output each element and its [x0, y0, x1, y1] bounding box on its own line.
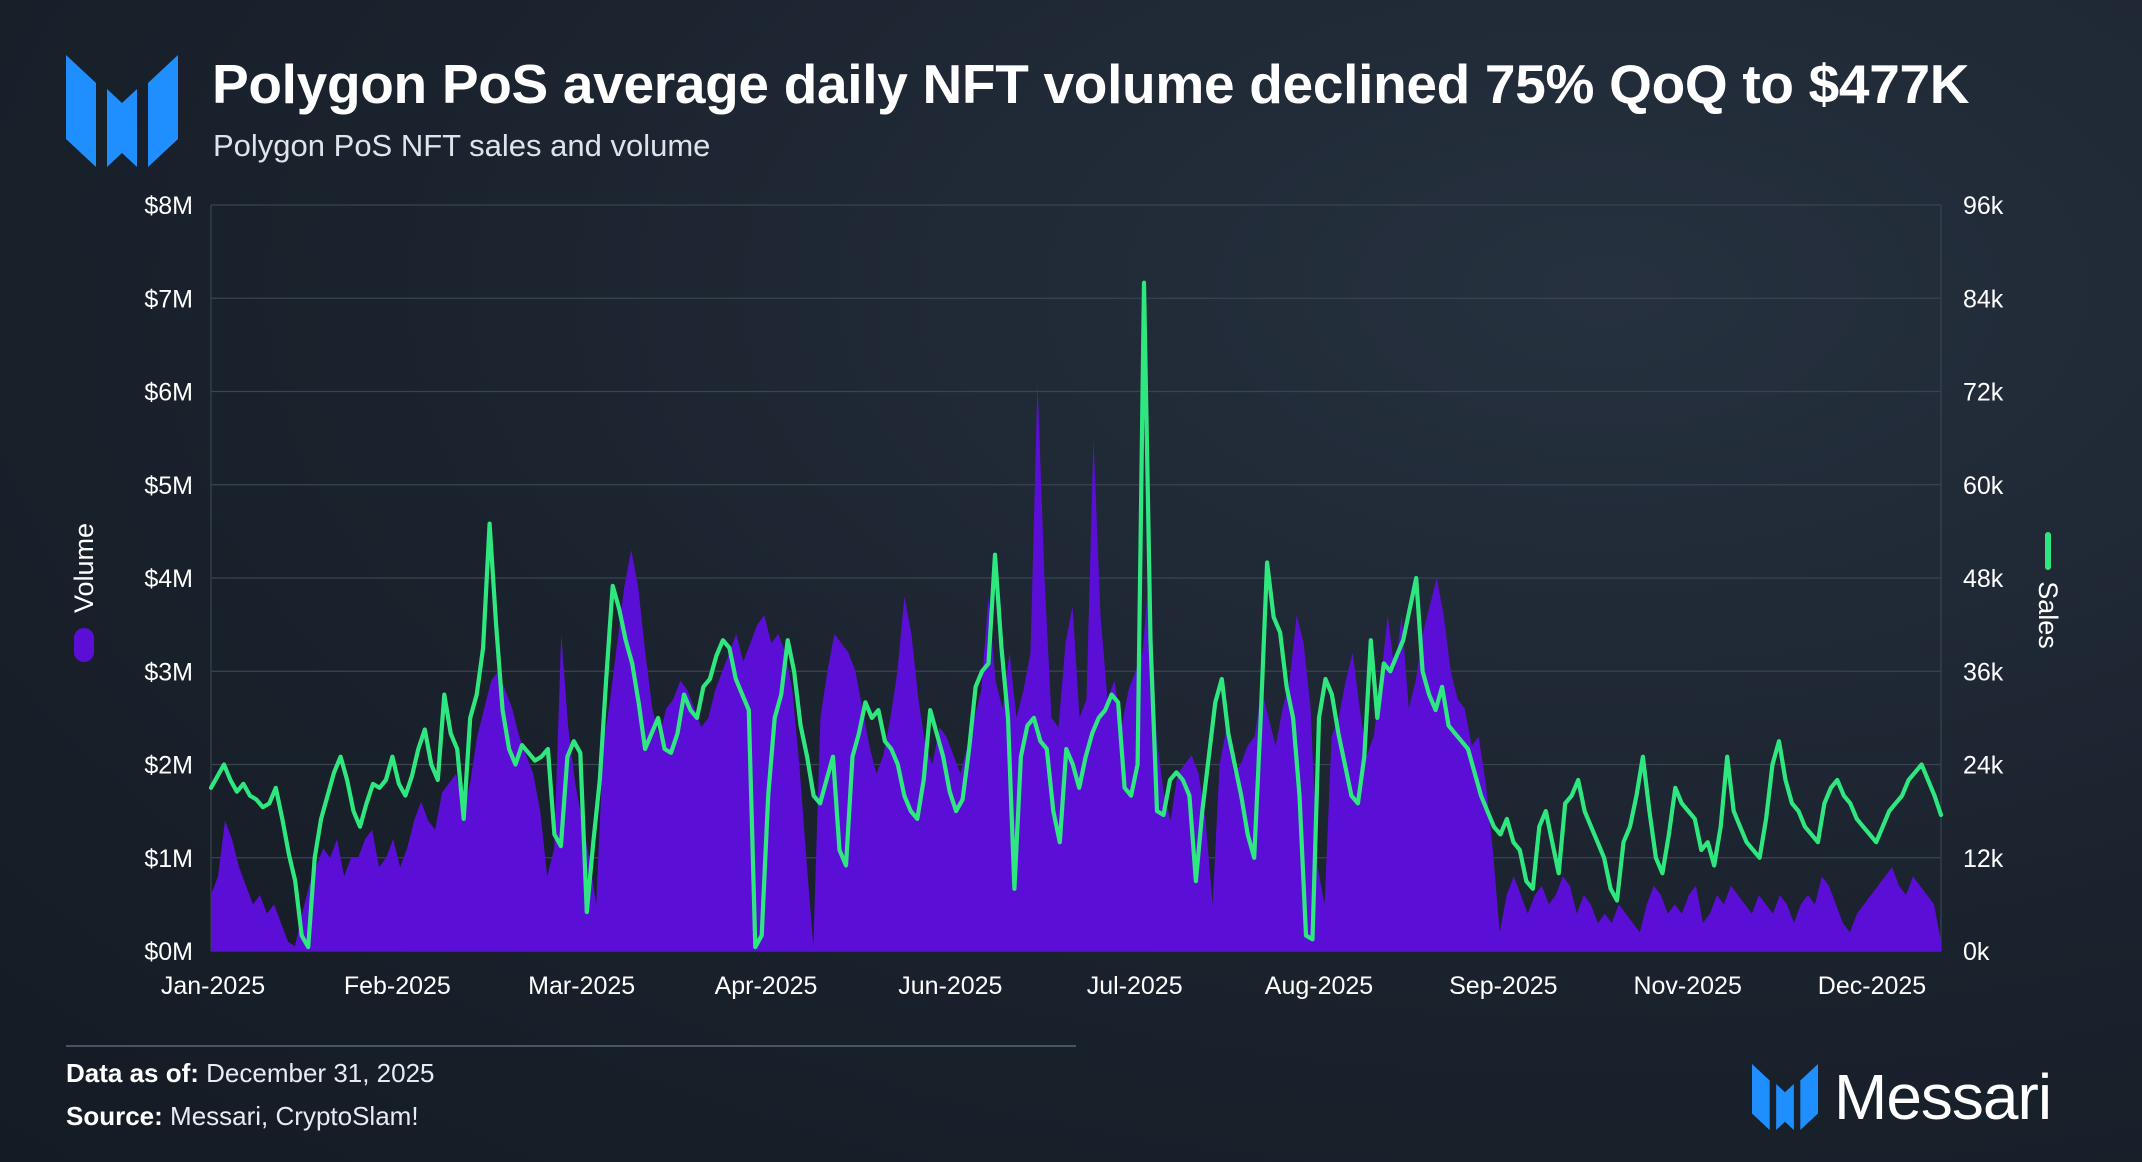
x-axis-tick-label: Jan-2025 — [161, 972, 265, 1000]
right-axis-tick-label: 48k — [1963, 565, 2004, 593]
left-axis-tick-label: $5M — [144, 472, 193, 500]
x-axis-tick-label: Feb-2025 — [344, 972, 451, 1000]
left-axis-tick-label: $3M — [144, 658, 193, 686]
sales-legend-swatch — [2045, 532, 2051, 570]
right-axis-tick-label: 96k — [1963, 192, 2004, 220]
right-axis-tick-label: 72k — [1963, 379, 2004, 407]
footer-divider — [66, 1045, 1076, 1047]
volume-area-series — [211, 382, 1941, 951]
x-axis-tick-label: Jul-2025 — [1087, 972, 1183, 1000]
left-axis-tick-label: $7M — [144, 285, 193, 313]
left-axis-tick-label: $8M — [144, 192, 193, 220]
x-axis-tick-label: Aug-2025 — [1265, 972, 1373, 1000]
x-axis-tick-label: Dec-2025 — [1818, 972, 1926, 1000]
source-label: Source: — [66, 1101, 163, 1131]
x-axis-tick-label: Sep-2025 — [1449, 972, 1557, 1000]
data-as-of-label: Data as of: — [66, 1058, 199, 1088]
data-as-of: Data as of: December 31, 2025 — [66, 1058, 435, 1089]
right-axis-tick-label: 36k — [1963, 658, 2004, 686]
messari-logo-icon — [66, 55, 178, 167]
data-as-of-value: December 31, 2025 — [206, 1058, 435, 1088]
right-axis-tick-label: 60k — [1963, 472, 2004, 500]
volume-legend-swatch — [74, 628, 94, 662]
left-axis-tick-label: $1M — [144, 845, 193, 873]
right-axis-tick-label: 84k — [1963, 285, 2004, 313]
right-axis-tick-label: 24k — [1963, 752, 2004, 780]
x-axis-tick-label: Apr-2025 — [715, 972, 818, 1000]
right-axis-tick-label: 0k — [1963, 938, 1990, 966]
sales-line-series — [208, 280, 1944, 950]
chart-subtitle: Polygon PoS NFT sales and volume — [213, 128, 711, 163]
left-axis-tick-label: $2M — [144, 752, 193, 780]
chart-title: Polygon PoS average daily NFT volume dec… — [212, 53, 1970, 115]
left-axis-tick-label: $4M — [144, 565, 193, 593]
x-axis-tick-label: Nov-2025 — [1633, 972, 1741, 1000]
left-axis-title: Volume — [69, 523, 99, 613]
x-axis-tick-label: Mar-2025 — [528, 972, 635, 1000]
source-line: Source: Messari, CryptoSlam! — [66, 1101, 419, 1132]
messari-brand: Messari — [1752, 1061, 2052, 1133]
messari-brand-icon — [1752, 1064, 1818, 1130]
left-axis-tick-label: $0M — [144, 938, 193, 966]
right-axis-tick-label: 12k — [1963, 845, 2004, 873]
left-axis-tick-label: $6M — [144, 379, 193, 407]
right-axis-title: Sales — [2033, 581, 2063, 649]
source-value: Messari, CryptoSlam! — [170, 1101, 419, 1131]
brand-wordmark: Messari — [1834, 1061, 2052, 1133]
x-axis-tick-label: Jun-2025 — [898, 972, 1002, 1000]
